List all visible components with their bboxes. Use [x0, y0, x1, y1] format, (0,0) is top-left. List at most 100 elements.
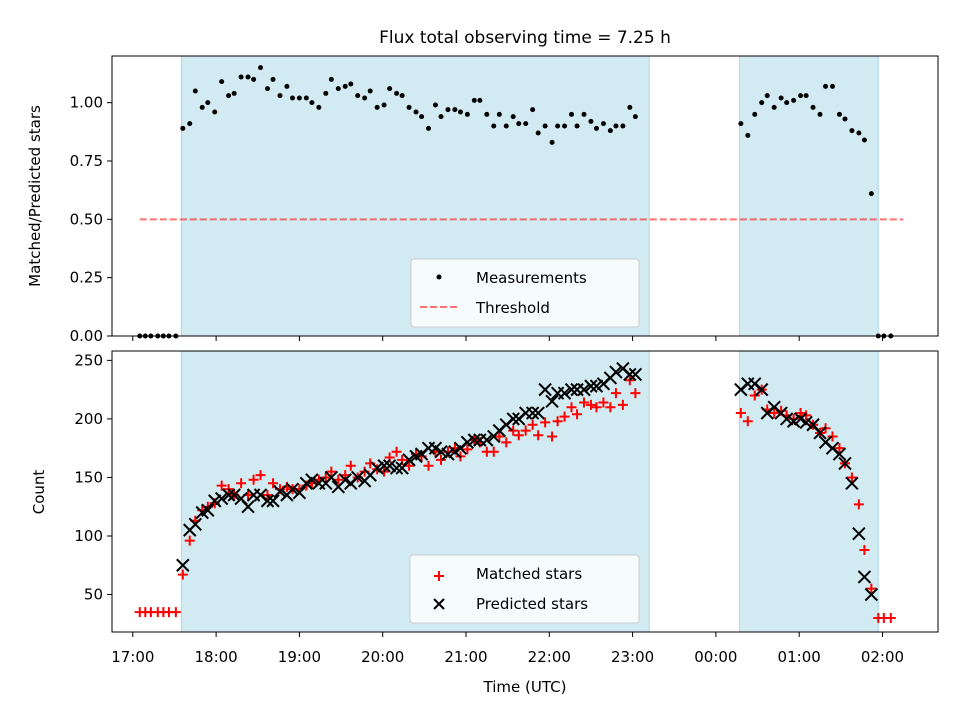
- matched-star-point: [268, 478, 279, 489]
- measurement-point: [289, 95, 295, 101]
- matched-star-point: [494, 431, 505, 442]
- measurement-point: [745, 132, 751, 138]
- measurement-point: [600, 121, 606, 127]
- matched-star-point: [248, 474, 259, 485]
- legend-matched-marker: [434, 571, 444, 581]
- measurement-point: [738, 121, 744, 127]
- x-tick-label: 19:00: [278, 648, 321, 666]
- measurement-point: [842, 116, 848, 122]
- x-tick-label: 00:00: [694, 648, 737, 666]
- matched-star-point: [572, 409, 583, 420]
- measurement-point: [277, 93, 283, 99]
- matched-star-point: [769, 408, 780, 419]
- matched-star-point: [749, 390, 760, 401]
- predicted-star-point: [623, 367, 637, 382]
- matched-star-point: [345, 460, 356, 471]
- x-tick-label: 22:00: [528, 648, 571, 666]
- measurement-point: [471, 97, 477, 103]
- measurement-point: [778, 95, 784, 101]
- measurement-point: [849, 128, 855, 134]
- measurement-point: [784, 100, 790, 106]
- predicted-star-point: [557, 386, 572, 400]
- measurement-point: [226, 93, 232, 99]
- measurement-point: [593, 125, 599, 131]
- measurement-point: [620, 123, 626, 129]
- matched-star-point: [585, 399, 596, 410]
- bottom-legend-box: [409, 554, 640, 624]
- predicted-star-point: [467, 433, 482, 447]
- measurement-point: [335, 86, 341, 92]
- predicted-star-point: [545, 394, 559, 409]
- predicted-star-point: [845, 476, 859, 491]
- measurement-point: [771, 104, 777, 110]
- measurement-point: [212, 109, 218, 115]
- measurement-point: [569, 111, 575, 117]
- matched-star-point: [436, 454, 447, 465]
- matched-star-point: [834, 443, 845, 454]
- measurement-point: [535, 130, 541, 136]
- predicted-star-point: [305, 473, 319, 487]
- measurement-point: [791, 97, 797, 103]
- top-y-axis: 0.00 0.25 0.50 0.75 1.00: [70, 94, 112, 345]
- x-tick-label: 18:00: [195, 648, 238, 666]
- x-tick-label: 23:00: [611, 648, 654, 666]
- measurement-point: [752, 111, 758, 117]
- measurement-point: [764, 93, 770, 99]
- matched-star-point: [617, 399, 628, 410]
- predicted-star-point: [377, 459, 391, 473]
- predicted-star-point: [852, 526, 866, 541]
- measurement-point: [303, 95, 309, 101]
- matched-star-point: [827, 431, 838, 442]
- predicted-star-point: [754, 382, 769, 397]
- measurement-point: [406, 104, 412, 110]
- predicted-star-point: [266, 494, 280, 508]
- matched-star-point: [508, 425, 519, 436]
- measurement-point: [296, 95, 302, 101]
- measurement-point: [856, 130, 862, 136]
- predicted-star-point: [324, 470, 339, 485]
- measurement-point: [413, 109, 419, 115]
- measurement-point: [438, 114, 444, 120]
- matched-star-point: [859, 545, 870, 556]
- predicted-star-point: [838, 456, 852, 471]
- bottom-plot-frame: [111, 350, 939, 633]
- x-tick-label: 01:00: [778, 648, 821, 666]
- matched-star-point: [579, 397, 589, 408]
- legend-measurement-marker: [436, 274, 442, 280]
- measurement-point: [264, 86, 270, 92]
- predicted-star-point: [176, 558, 190, 572]
- x-tick-label: 20:00: [361, 648, 404, 666]
- measurement-point: [452, 107, 458, 113]
- measurement-point: [798, 93, 804, 99]
- top-plot-frame: [111, 55, 939, 337]
- measurement-point: [503, 123, 509, 129]
- measurement-point: [759, 100, 765, 106]
- matched-star-point: [488, 446, 499, 457]
- matched-star-point: [462, 444, 473, 455]
- matched-star-point: [566, 402, 577, 413]
- measurement-point: [432, 102, 438, 108]
- measurement-point: [367, 88, 373, 94]
- measurement-point: [205, 100, 211, 106]
- predicted-star-point: [389, 461, 404, 475]
- measurement-point: [868, 191, 874, 197]
- top-y-tick-label: 0.75: [70, 152, 103, 170]
- measurement-point: [399, 93, 405, 99]
- matched-star-point: [547, 431, 558, 442]
- bottom-y-tick-label: 50: [84, 586, 103, 604]
- bottom-panel: 50 100 150 200 250 17:00 18:00 19:00 20:00 21:00…: [30, 350, 939, 696]
- shaded-interval: [738, 55, 879, 337]
- matched-star-point: [255, 470, 266, 481]
- measurement-point: [810, 104, 816, 110]
- matched-star-point: [552, 416, 563, 427]
- matched-star-point: [559, 411, 570, 422]
- measurement-point: [309, 100, 315, 106]
- chart-title: Flux total observing time = 7.25 h: [379, 28, 671, 48]
- legend-threshold-label: Threshold: [475, 299, 550, 317]
- x-tick-label: 21:00: [444, 648, 487, 666]
- matched-star-point: [853, 499, 864, 510]
- predicted-star-point: [201, 503, 215, 517]
- matched-star-point: [885, 612, 896, 623]
- predicted-star-point: [221, 488, 236, 502]
